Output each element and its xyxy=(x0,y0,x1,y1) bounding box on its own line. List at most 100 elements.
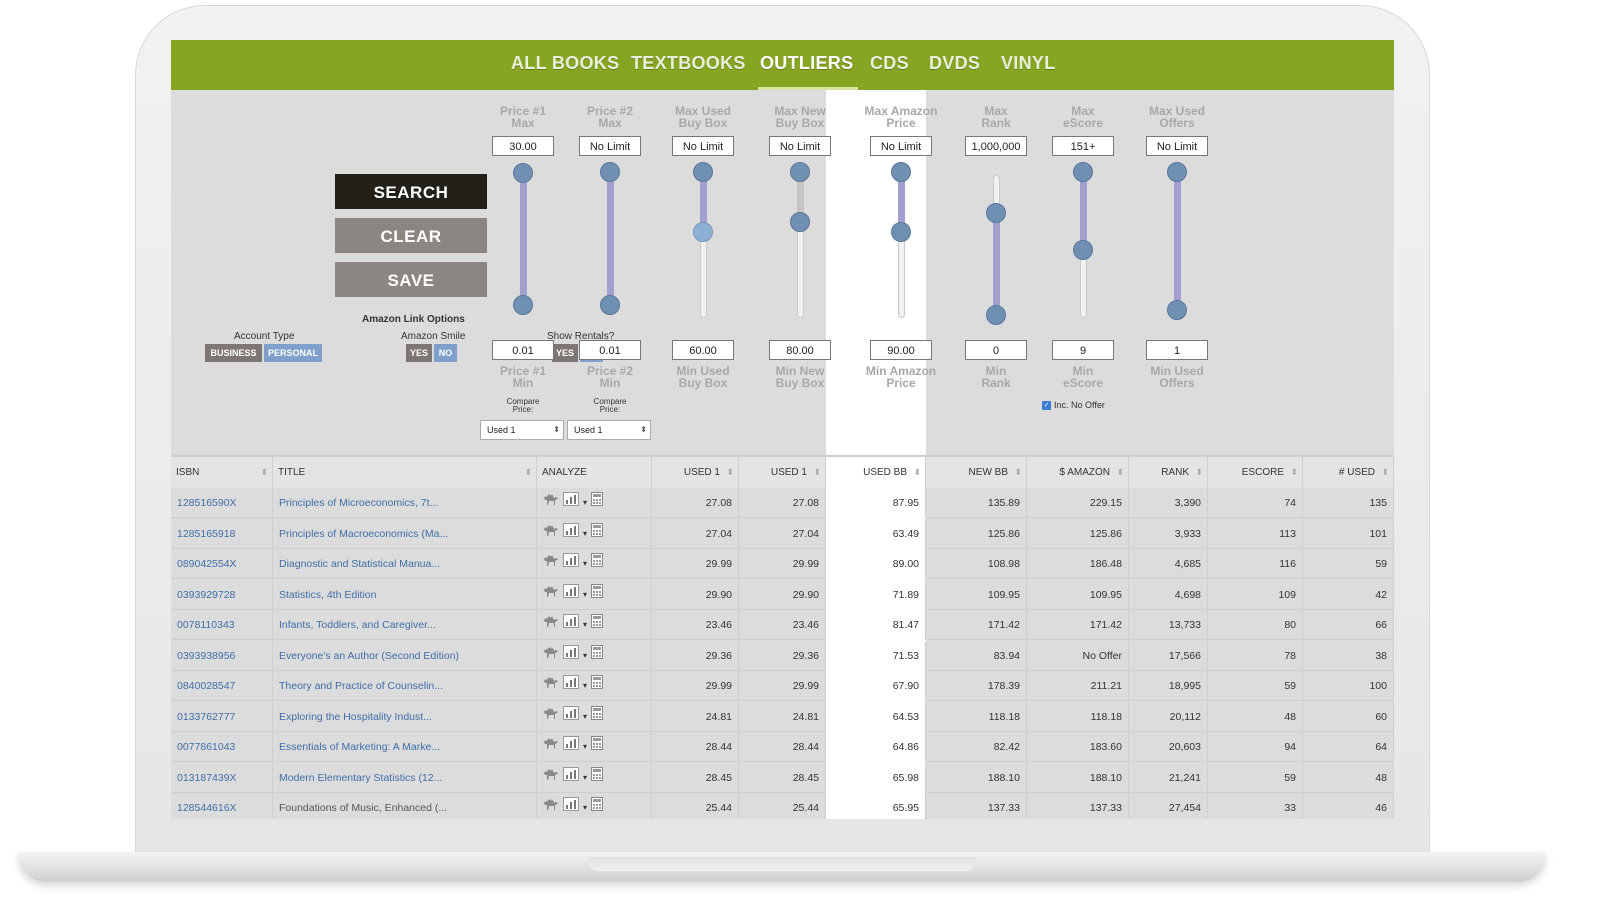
camel-icon[interactable] xyxy=(543,732,559,762)
calculator-icon[interactable] xyxy=(591,610,604,640)
sort-icon[interactable]: ⬍ xyxy=(1381,467,1389,477)
camel-icon[interactable] xyxy=(543,702,559,732)
filter-5-max-handle[interactable] xyxy=(986,203,1006,223)
calculator-icon[interactable] xyxy=(591,732,604,762)
table-row[interactable]: 0078110343 Infants, Toddlers, and Caregiv… xyxy=(171,610,1394,640)
bar-chart-icon[interactable] xyxy=(563,641,579,671)
table-row[interactable]: 128544616X Foundations of Music, Enhanced… xyxy=(171,793,1394,819)
title-link[interactable]: Exploring the Hospitality Indust... xyxy=(273,701,537,732)
table-row[interactable]: 0393938956 Everyone's an Author (Second E… xyxy=(171,640,1394,671)
camel-icon[interactable] xyxy=(543,580,559,610)
column-header-isbn[interactable]: ISBN ⬍ xyxy=(171,457,273,488)
sort-icon[interactable]: ⬍ xyxy=(260,467,268,477)
sort-icon[interactable]: ⬍ xyxy=(1014,467,1022,477)
chevron-down-icon[interactable]: ▾ xyxy=(583,559,588,569)
calculator-icon[interactable] xyxy=(591,580,604,610)
bar-chart-icon[interactable] xyxy=(563,519,579,549)
filter-4-min-handle[interactable] xyxy=(891,222,911,242)
filter-7-min-input[interactable]: 1 xyxy=(1146,340,1208,360)
title-link[interactable]: Statistics, 4th Edition xyxy=(273,579,537,610)
table-row[interactable]: 0133762777 Exploring the Hospitality Indu… xyxy=(171,701,1394,732)
isbn-link[interactable]: 1285165918 xyxy=(171,518,273,549)
isbn-link[interactable]: 128516590X xyxy=(171,488,273,518)
isbn-link[interactable]: 0393938956 xyxy=(171,640,273,671)
bar-chart-icon[interactable] xyxy=(563,671,579,701)
chevron-down-icon[interactable]: ▾ xyxy=(583,528,588,538)
inc-no-offer-checkbox[interactable]: ✓ xyxy=(1042,401,1051,410)
isbn-link[interactable]: 128544616X xyxy=(171,793,273,819)
filter-6-min-handle[interactable] xyxy=(1073,240,1093,260)
table-row[interactable]: 089042554X Diagnostic and Statistical Man… xyxy=(171,549,1394,579)
calculator-icon[interactable] xyxy=(591,549,604,579)
camel-icon[interactable] xyxy=(543,519,559,549)
table-row[interactable]: 0393929728 Statistics, 4th Edition ▾ 29.90 2… xyxy=(171,579,1394,610)
filter-4-min-input[interactable]: 90.00 xyxy=(870,340,932,360)
filter-3-min-handle[interactable] xyxy=(790,212,810,232)
chevron-down-icon[interactable]: ▾ xyxy=(583,711,588,721)
calculator-icon[interactable] xyxy=(591,763,604,793)
column-header-used-1[interactable]: USED 1 ⬍ xyxy=(739,457,826,488)
camel-icon[interactable] xyxy=(543,641,559,671)
bar-chart-icon[interactable] xyxy=(563,763,579,793)
column-header-used[interactable]: # USED ⬍ xyxy=(1303,457,1394,488)
title-link[interactable]: Infants, Toddlers, and Caregiver... xyxy=(273,610,537,640)
table-row[interactable]: 128516590X Principles of Microeconomics, … xyxy=(171,488,1394,518)
filter-0-min-input[interactable]: 0.01 xyxy=(492,340,554,360)
save-button[interactable]: SAVE xyxy=(335,262,487,297)
chevron-down-icon[interactable]: ▾ xyxy=(583,742,588,752)
bar-chart-icon[interactable] xyxy=(563,580,579,610)
sort-icon[interactable]: ⬍ xyxy=(1290,467,1298,477)
isbn-link[interactable]: 089042554X xyxy=(171,549,273,579)
isbn-link[interactable]: 0840028547 xyxy=(171,671,273,701)
isbn-link[interactable]: 0078110343 xyxy=(171,610,273,640)
calculator-icon[interactable] xyxy=(591,702,604,732)
column-header-used-1[interactable]: USED 1 ⬍ xyxy=(652,457,739,488)
column-header-escore[interactable]: ESCORE ⬍ xyxy=(1208,457,1303,488)
chevron-down-icon[interactable]: ▾ xyxy=(583,498,588,508)
filter-5-min-handle[interactable] xyxy=(986,305,1006,325)
bar-chart-icon[interactable] xyxy=(563,702,579,732)
filter-1-max-input[interactable]: No Limit xyxy=(579,136,641,156)
column-header-used-bb[interactable]: USED BB ⬍ xyxy=(826,457,926,488)
title-link[interactable]: Principles of Microeconomics, 7t... xyxy=(273,488,537,518)
account-personal-toggle[interactable]: PERSONAL xyxy=(264,344,322,362)
camel-icon[interactable] xyxy=(543,549,559,579)
filter-6-min-input[interactable]: 9 xyxy=(1052,340,1114,360)
chevron-down-icon[interactable]: ▾ xyxy=(583,650,588,660)
filter-7-max-handle[interactable] xyxy=(1167,162,1187,182)
calculator-icon[interactable] xyxy=(591,793,604,819)
title-link[interactable]: Everyone's an Author (Second Edition) xyxy=(273,640,537,671)
tab-textbooks[interactable]: TEXTBOOKS xyxy=(631,53,746,73)
title-link[interactable]: Modern Elementary Statistics (12... xyxy=(273,762,537,793)
filter-3-max-handle[interactable] xyxy=(790,162,810,182)
filter-3-min-input[interactable]: 80.00 xyxy=(769,340,831,360)
amazon-smile-yes-toggle[interactable]: YES xyxy=(406,344,432,362)
column-header-amazon[interactable]: $ AMAZON ⬍ xyxy=(1027,457,1129,488)
isbn-link[interactable]: 0077861043 xyxy=(171,732,273,762)
column-header-rank[interactable]: RANK ⬍ xyxy=(1129,457,1208,488)
title-link[interactable]: Principles of Macroeconomics (Ma... xyxy=(273,518,537,549)
filter-1-compare-select[interactable]: Used 1 ⬍ xyxy=(567,420,651,440)
clear-button[interactable]: CLEAR xyxy=(335,218,487,253)
column-header-new-bb[interactable]: NEW BB ⬍ xyxy=(926,457,1027,488)
title-link[interactable]: Theory and Practice of Counselin... xyxy=(273,671,537,701)
bar-chart-icon[interactable] xyxy=(563,793,579,819)
bar-chart-icon[interactable] xyxy=(563,488,579,518)
filter-2-max-input[interactable]: No Limit xyxy=(672,136,734,156)
filter-1-max-handle[interactable] xyxy=(600,162,620,182)
title-link[interactable]: Diagnostic and Statistical Manua... xyxy=(273,549,537,579)
column-header-title[interactable]: TITLE ⬍ xyxy=(273,457,537,488)
table-row[interactable]: 0840028547 Theory and Practice of Counsel… xyxy=(171,671,1394,701)
tab-cds[interactable]: CDS xyxy=(870,53,909,73)
tab-dvds[interactable]: DVDS xyxy=(929,53,981,73)
chevron-down-icon[interactable]: ▾ xyxy=(583,772,588,782)
calculator-icon[interactable] xyxy=(591,519,604,549)
calculator-icon[interactable] xyxy=(591,641,604,671)
tab-all-books[interactable]: ALL BOOKS xyxy=(511,53,620,73)
camel-icon[interactable] xyxy=(543,671,559,701)
bar-chart-icon[interactable] xyxy=(563,610,579,640)
sort-icon[interactable]: ⬍ xyxy=(1116,467,1124,477)
filter-5-min-input[interactable]: 0 xyxy=(965,340,1027,360)
title-link[interactable]: Foundations of Music, Enhanced (... xyxy=(273,793,537,819)
filter-0-max-input[interactable]: 30.00 xyxy=(492,136,554,156)
